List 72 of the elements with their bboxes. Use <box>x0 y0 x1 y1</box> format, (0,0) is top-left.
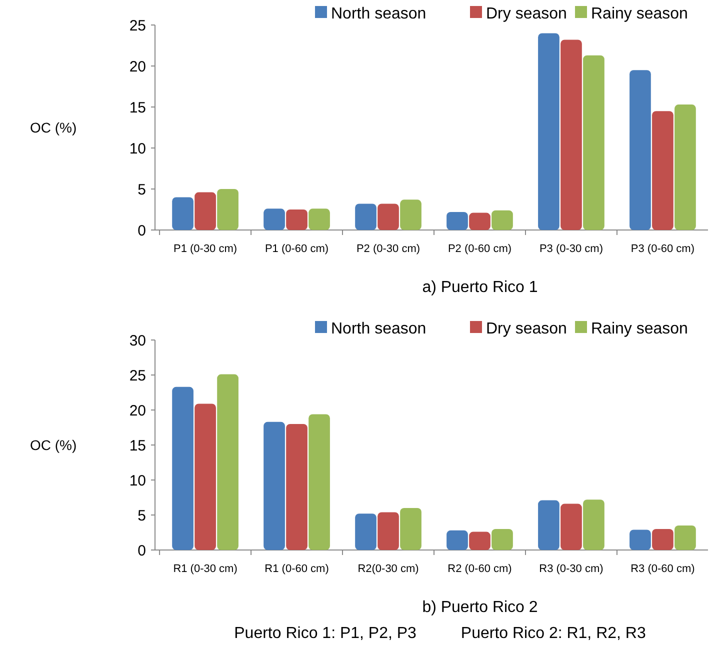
y-tick-label: 15 <box>129 99 146 116</box>
bar <box>286 424 308 550</box>
y-tick-label: 10 <box>129 140 146 158</box>
bar <box>264 208 285 230</box>
bar <box>538 33 560 230</box>
y-tick-label: 0 <box>138 542 146 560</box>
bar <box>652 111 674 230</box>
bar <box>308 208 330 230</box>
bar <box>583 500 604 550</box>
bar <box>674 526 696 550</box>
bar <box>446 212 468 230</box>
bar <box>630 530 651 550</box>
bar <box>469 532 490 550</box>
x-tick-label: P2 (0-60 cm) <box>448 243 512 255</box>
text: Puerto Rico 1: P1, P2, P3 Puerto Rico 2: R1, R2, R3 <box>234 625 646 642</box>
bar <box>492 210 513 230</box>
x-tick-label: P1 (0-60 cm) <box>264 243 329 255</box>
y-axis-title: OC (%) <box>30 436 77 453</box>
bar <box>172 197 194 230</box>
legend-label: North season <box>331 320 426 338</box>
bar <box>378 512 399 550</box>
bar <box>446 530 468 550</box>
x-tick-label: P2 (0-30 cm) <box>356 243 420 255</box>
bar <box>583 55 604 230</box>
y-tick-label: 25 <box>129 17 146 34</box>
y-tick-label: 20 <box>129 402 146 420</box>
legend-label: Dry season <box>486 6 567 23</box>
bar <box>400 200 422 230</box>
bar <box>538 500 560 550</box>
bar <box>355 204 376 230</box>
y-tick-label: 5 <box>138 181 146 198</box>
bar <box>652 529 674 550</box>
x-tick-label: P3 (0-60 cm) <box>630 243 695 255</box>
text: a) Puerto Rico 1 <box>422 279 538 296</box>
bar <box>355 514 376 550</box>
bar <box>172 386 194 550</box>
legend-label: North season <box>331 6 426 23</box>
y-tick-label: 30 <box>129 332 146 350</box>
bar <box>492 529 513 550</box>
bar <box>560 40 582 230</box>
legend-label: Rainy season <box>591 6 688 23</box>
x-tick-label: P3 (0-30 cm) <box>539 243 604 255</box>
y-tick-label: 20 <box>129 58 146 76</box>
legend-label: Rainy season <box>591 320 688 338</box>
y-tick-label: 25 <box>129 367 146 384</box>
y-tick-label: 15 <box>129 437 146 454</box>
bar <box>308 414 330 550</box>
bar <box>194 404 216 550</box>
x-tick-label: R3 (0-30 cm) <box>539 563 604 575</box>
legend-label: Dry season <box>486 320 567 338</box>
bar <box>674 104 696 230</box>
x-tick-label: R3 (0-60 cm) <box>630 563 695 575</box>
text: b) Puerto Rico 2 <box>422 599 538 616</box>
x-tick-label: R1 (0-30 cm) <box>173 563 238 575</box>
bar <box>378 204 399 230</box>
x-tick-label: R2 (0-60 cm) <box>448 563 512 575</box>
x-tick-label: R1 (0-60 cm) <box>264 563 329 575</box>
y-tick-label: 5 <box>138 507 146 524</box>
x-tick-label: R2(0-30 cm) <box>358 563 419 575</box>
y-tick-label: 10 <box>129 472 146 490</box>
bar <box>217 189 238 230</box>
y-axis-title: OC (%) <box>30 119 77 136</box>
bar <box>400 508 422 550</box>
bar <box>286 210 308 230</box>
bar <box>560 504 582 550</box>
bar <box>469 212 490 230</box>
y-tick-label: 0 <box>138 222 146 240</box>
x-tick-label: P1 (0-30 cm) <box>173 243 238 255</box>
bar <box>630 70 651 230</box>
bar <box>264 422 285 550</box>
bar <box>194 192 216 230</box>
bar <box>217 374 238 550</box>
